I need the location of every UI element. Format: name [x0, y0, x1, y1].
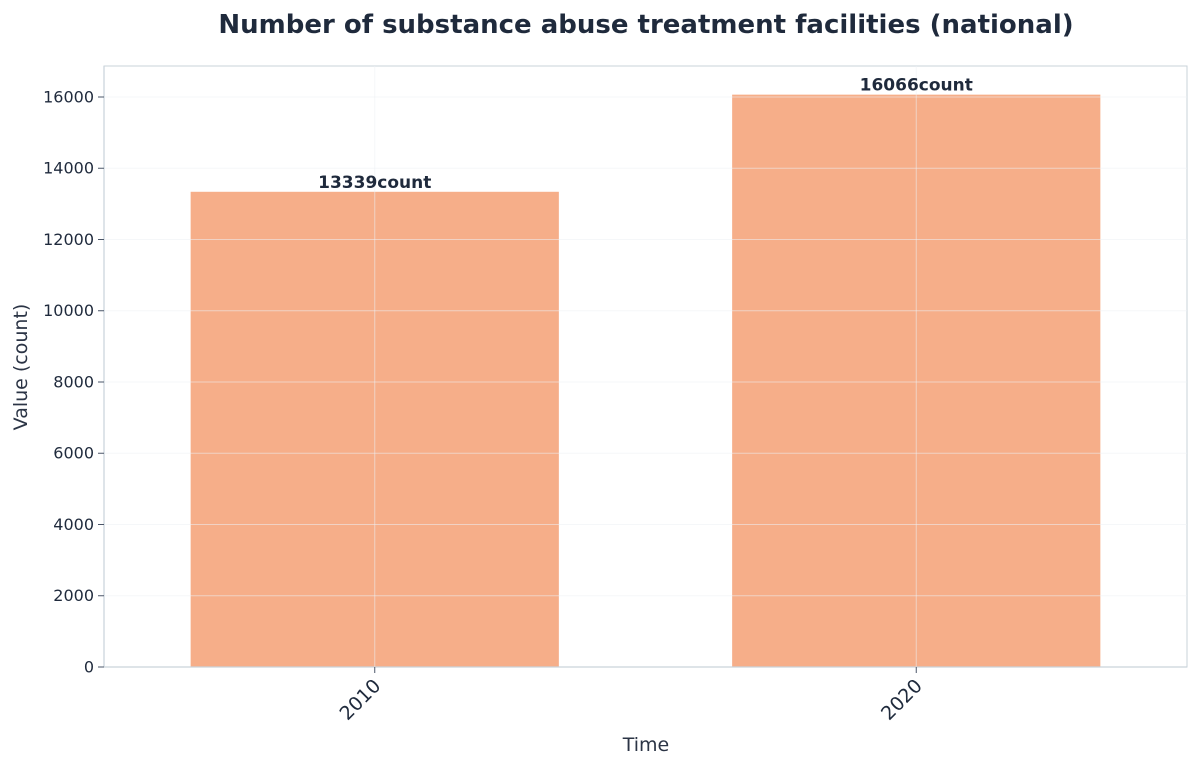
x-axis-ticks: 2010 2020	[336, 667, 927, 725]
y-tick-label: 6000	[53, 444, 94, 463]
x-tick-label-2010: 2010	[336, 675, 386, 725]
bar-data-labels: 13339count 16066count	[318, 76, 973, 193]
y-axis-ticks: 0 2000 4000 6000 8000 10000 12000 14000 16000	[43, 87, 104, 677]
chart-title: Number of substance abuse treatment faci…	[218, 10, 1073, 40]
axes-group	[103, 66, 1187, 668]
x-tick-label-2020: 2020	[877, 675, 927, 725]
y-tick-label: 8000	[53, 372, 94, 391]
y-tick-label: 14000	[43, 159, 94, 178]
bar-value-label-2010: 13339count	[318, 173, 431, 193]
y-tick-label: 4000	[53, 515, 94, 534]
y-tick-label: 16000	[43, 87, 94, 106]
y-tick-label: 2000	[53, 586, 94, 605]
y-tick-label: 0	[84, 658, 94, 677]
y-tick-label: 12000	[43, 230, 94, 249]
y-axis-label: Value (count)	[10, 304, 32, 431]
x-axis-label: Time	[622, 734, 670, 756]
bar-value-label-2020: 16066count	[860, 76, 973, 96]
y-tick-label: 10000	[43, 301, 94, 320]
